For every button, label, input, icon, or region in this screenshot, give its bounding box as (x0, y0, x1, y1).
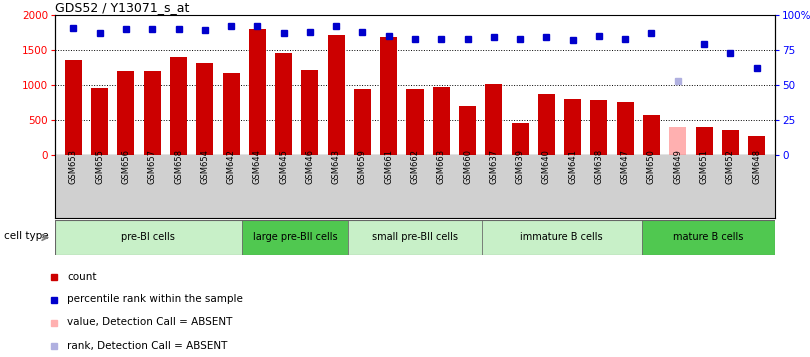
Bar (669, 127, 686, 155)
Bar (348, 220, 482, 255)
Bar (459, 106, 476, 155)
Bar (301, 70, 318, 155)
Bar (722, 130, 739, 155)
Bar (748, 136, 765, 155)
Bar (642, 220, 775, 255)
Bar (643, 115, 660, 155)
Bar (564, 99, 582, 155)
Bar (223, 73, 240, 155)
Text: count: count (67, 272, 96, 282)
Text: immature B cells: immature B cells (520, 232, 603, 242)
Text: rank, Detection Call = ABSENT: rank, Detection Call = ABSENT (67, 341, 228, 351)
Text: GDS52 / Y13071_s_at: GDS52 / Y13071_s_at (55, 1, 190, 14)
Bar (696, 127, 713, 155)
Bar (482, 220, 642, 255)
Text: large pre-BII cells: large pre-BII cells (253, 232, 337, 242)
Bar (241, 220, 348, 255)
Bar (143, 71, 160, 155)
Bar (65, 60, 82, 155)
Bar (92, 88, 109, 155)
Bar (196, 63, 213, 155)
Bar (433, 87, 450, 155)
Text: cell type: cell type (4, 231, 49, 241)
Bar (275, 53, 292, 155)
Bar (538, 94, 555, 155)
Bar (55, 220, 241, 255)
Bar (380, 37, 397, 155)
Bar (485, 84, 502, 155)
Bar (354, 89, 371, 155)
Bar (512, 123, 529, 155)
Text: percentile rank within the sample: percentile rank within the sample (67, 295, 243, 305)
Bar (249, 29, 266, 155)
Bar (407, 89, 424, 155)
Bar (616, 102, 633, 155)
Bar (117, 71, 134, 155)
Bar (170, 57, 187, 155)
Text: value, Detection Call = ABSENT: value, Detection Call = ABSENT (67, 317, 232, 327)
Text: small pre-BII cells: small pre-BII cells (372, 232, 458, 242)
Text: pre-BI cells: pre-BI cells (122, 232, 175, 242)
Bar (327, 35, 345, 155)
Text: mature B cells: mature B cells (673, 232, 744, 242)
Bar (590, 100, 608, 155)
